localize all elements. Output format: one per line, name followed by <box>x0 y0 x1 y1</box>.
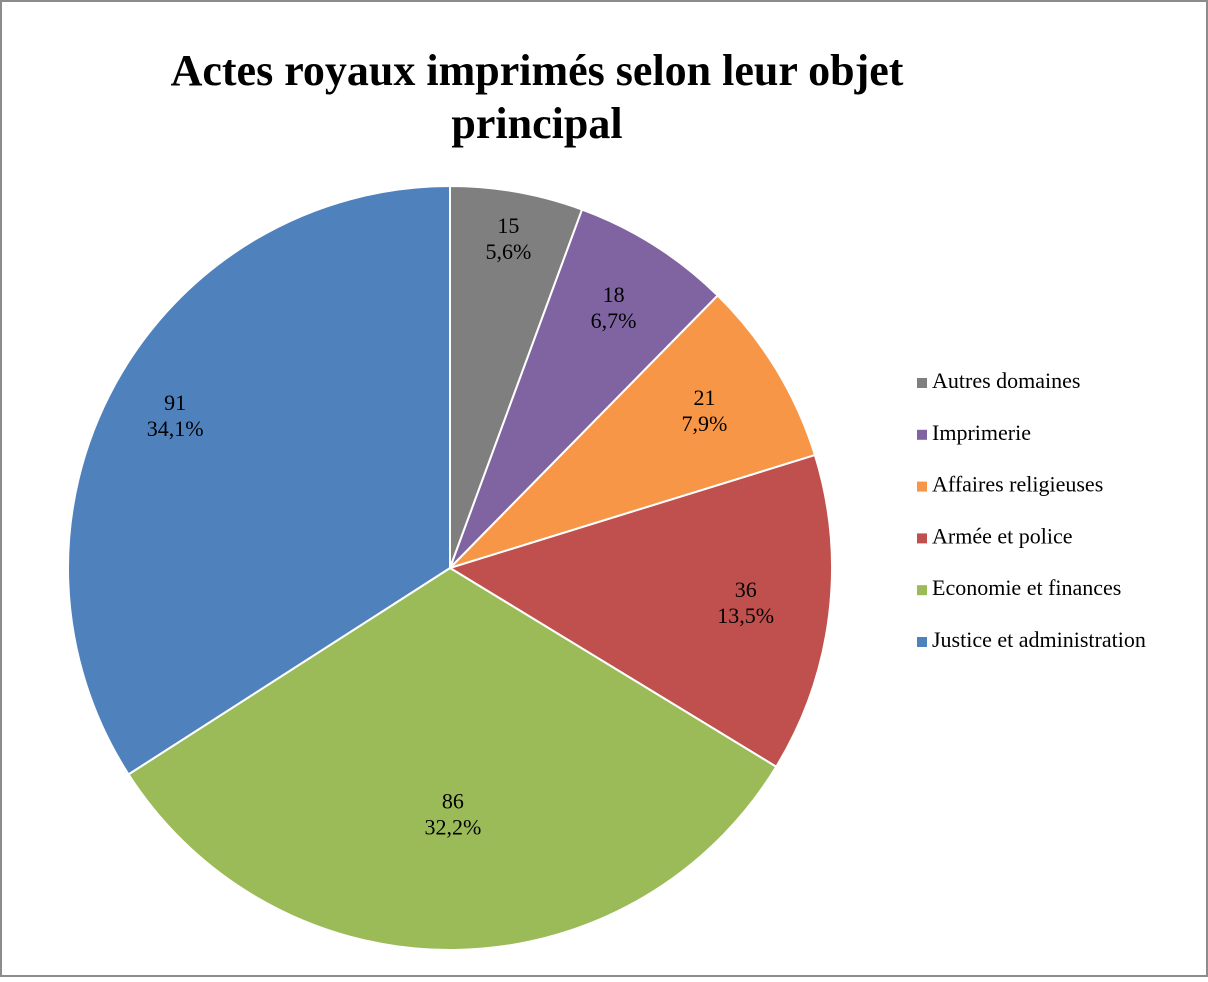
data-label: 36 <box>735 577 757 602</box>
data-label: 15 <box>497 213 519 238</box>
legend-label: Autres domaines <box>932 368 1080 393</box>
pie-slice <box>449 208 720 569</box>
data-label: 91 <box>164 390 186 415</box>
legend-label: Affaires religieuses <box>932 472 1103 497</box>
percent-label: 13,5% <box>717 603 774 628</box>
legend-label: Justice et administration <box>932 627 1146 652</box>
title-line: Actes royaux imprimés selon leur objet <box>171 46 904 95</box>
pie-slice <box>67 184 451 776</box>
legend-swatch <box>917 533 927 544</box>
data-label: 18 <box>603 282 625 307</box>
percent-label: 32,2% <box>425 814 482 839</box>
percent-label: 5,6% <box>485 239 531 264</box>
pie-slice <box>449 294 817 569</box>
legend-label: Armée et police <box>932 523 1073 548</box>
legend-label: Economie et finances <box>932 575 1121 600</box>
legend-label: Imprimerie <box>932 420 1031 445</box>
data-label: 21 <box>693 385 715 410</box>
pie-slice <box>127 566 778 951</box>
title-line: principal <box>451 99 622 148</box>
pie-slice <box>449 184 584 569</box>
legend-swatch <box>917 637 927 647</box>
legend-swatch <box>917 378 927 388</box>
percent-label: 6,7% <box>591 308 637 333</box>
legend-swatch <box>917 481 927 492</box>
legend-swatch <box>917 429 927 440</box>
chart-title: Actes royaux imprimés selon leur objet pr… <box>171 46 904 148</box>
data-label: 86 <box>442 788 464 813</box>
legend-swatch <box>917 585 927 596</box>
percent-label: 7,9% <box>682 411 728 436</box>
pie-slice <box>447 453 833 769</box>
percent-label: 34,1% <box>147 416 204 441</box>
